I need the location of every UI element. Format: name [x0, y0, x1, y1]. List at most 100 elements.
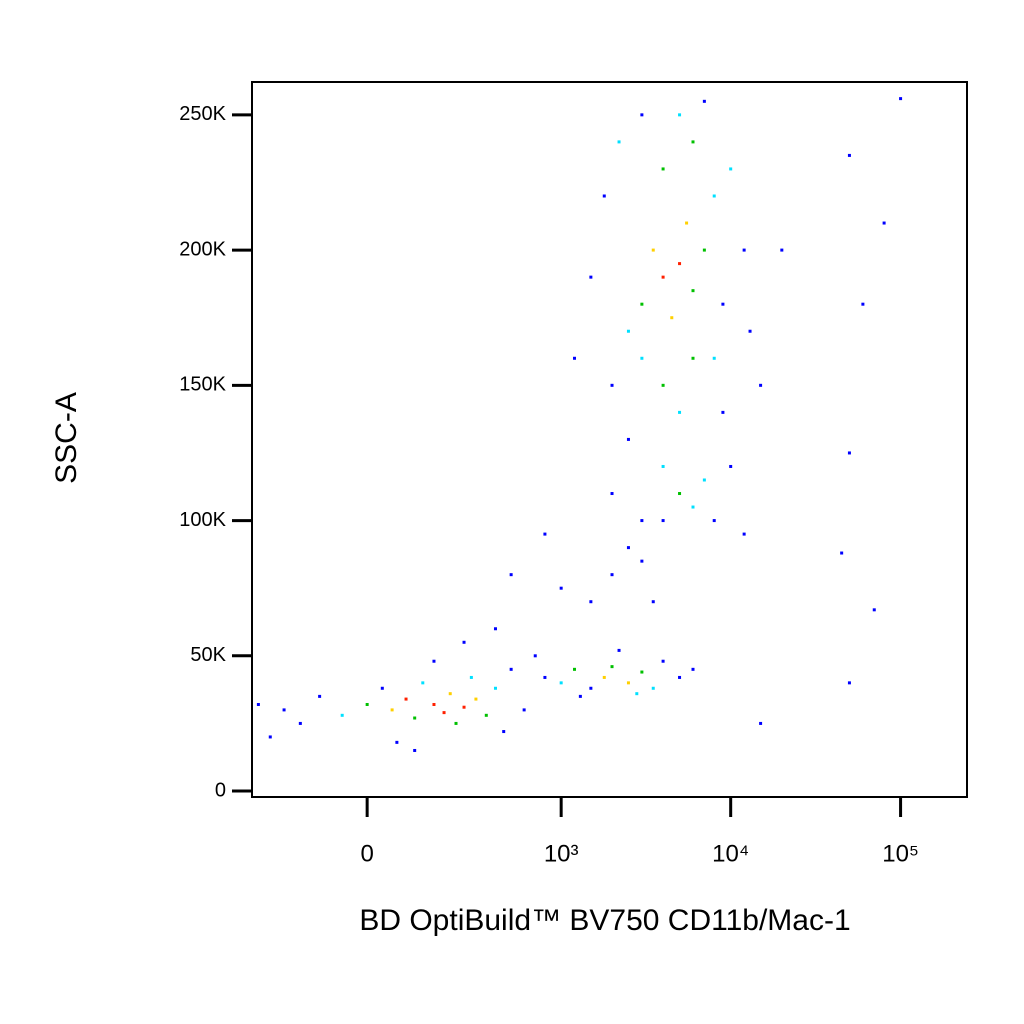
event-dot	[872, 608, 876, 612]
event-dot	[721, 410, 725, 414]
event-dot	[712, 356, 716, 360]
x-tick-label: 10⁴	[712, 840, 749, 867]
event-dot	[691, 356, 695, 360]
event-dot	[340, 713, 344, 717]
event-dot	[742, 532, 746, 536]
event-dot	[602, 194, 606, 198]
event-dot	[421, 681, 425, 685]
event-dot	[282, 708, 286, 712]
event-dot	[533, 654, 537, 658]
event-dot	[432, 702, 436, 706]
event-dot	[678, 113, 682, 117]
event-dot	[661, 519, 665, 523]
y-tick-label: 100K	[179, 509, 226, 531]
event-dot	[702, 99, 706, 103]
event-dot	[589, 600, 593, 604]
y-tick-label: 250K	[179, 103, 226, 125]
event-dot	[847, 681, 851, 685]
event-dot	[759, 383, 763, 387]
event-dot	[861, 302, 865, 306]
event-dot	[509, 573, 513, 577]
event-dot	[685, 221, 689, 225]
event-dot	[780, 248, 784, 252]
event-dot	[298, 721, 302, 725]
event-dot	[442, 711, 446, 715]
event-dot	[543, 675, 547, 679]
event-dot	[413, 716, 417, 720]
event-dot	[462, 705, 466, 709]
x-tick-label: 10⁵	[882, 840, 919, 867]
event-dot	[678, 410, 682, 414]
event-dot	[691, 140, 695, 144]
event-dot	[702, 478, 706, 482]
event-dot	[474, 697, 478, 701]
event-dot	[691, 505, 695, 509]
event-dot	[454, 721, 458, 725]
event-dot	[448, 692, 452, 696]
event-dot	[882, 221, 886, 225]
event-dot	[380, 686, 384, 690]
event-dot	[847, 153, 851, 157]
event-dot	[626, 681, 630, 685]
event-dot	[721, 302, 725, 306]
event-dot	[610, 383, 614, 387]
event-dot	[493, 686, 497, 690]
y-axis-title: SSC-A	[50, 392, 83, 484]
event-dot	[256, 702, 260, 706]
event-dot	[640, 519, 644, 523]
event-dot	[610, 573, 614, 577]
y-tick-label: 150K	[179, 374, 226, 396]
event-dot	[493, 627, 497, 631]
event-dot	[651, 600, 655, 604]
event-dot	[610, 665, 614, 669]
y-tick-label: 50K	[190, 644, 226, 666]
event-dot	[484, 713, 488, 717]
event-dot	[640, 113, 644, 117]
event-dot	[847, 451, 851, 455]
event-dot	[759, 721, 763, 725]
event-dot	[509, 667, 513, 671]
event-dot	[691, 667, 695, 671]
event-dot	[678, 492, 682, 496]
event-dot	[617, 140, 621, 144]
y-tick-label: 0	[215, 779, 226, 801]
event-dot	[691, 289, 695, 293]
event-dot	[626, 546, 630, 550]
x-tick-label: 0	[360, 840, 373, 867]
event-dot	[469, 675, 473, 679]
event-dot	[589, 686, 593, 690]
event-dot	[742, 248, 746, 252]
event-dot	[559, 586, 563, 590]
event-dot	[522, 708, 526, 712]
event-dot	[626, 437, 630, 441]
event-dot	[268, 735, 272, 739]
x-axis-title: BD OptiBuild™ BV750 CD11b/Mac-1	[359, 904, 850, 937]
event-dot	[729, 464, 733, 468]
event-dot	[729, 167, 733, 171]
event-dot	[589, 275, 593, 279]
y-tick-label: 200K	[179, 238, 226, 260]
x-tick-label: 10³	[544, 840, 579, 867]
event-dot	[661, 167, 665, 171]
event-dot	[573, 667, 577, 671]
event-dot	[573, 356, 577, 360]
event-dot	[899, 97, 903, 101]
event-dot	[670, 316, 674, 320]
event-dot	[635, 692, 639, 696]
event-dot	[462, 640, 466, 644]
event-dot	[640, 302, 644, 306]
event-dot	[404, 697, 408, 701]
event-dot	[502, 730, 506, 734]
event-dot	[712, 519, 716, 523]
event-dot	[617, 648, 621, 652]
event-dot	[661, 464, 665, 468]
event-dot	[413, 748, 417, 752]
event-dot	[640, 356, 644, 360]
event-dot	[365, 702, 369, 706]
event-dot	[318, 694, 322, 698]
event-dot	[390, 708, 394, 712]
event-dot	[840, 551, 844, 555]
event-dot	[640, 559, 644, 563]
event-dot	[432, 659, 436, 663]
